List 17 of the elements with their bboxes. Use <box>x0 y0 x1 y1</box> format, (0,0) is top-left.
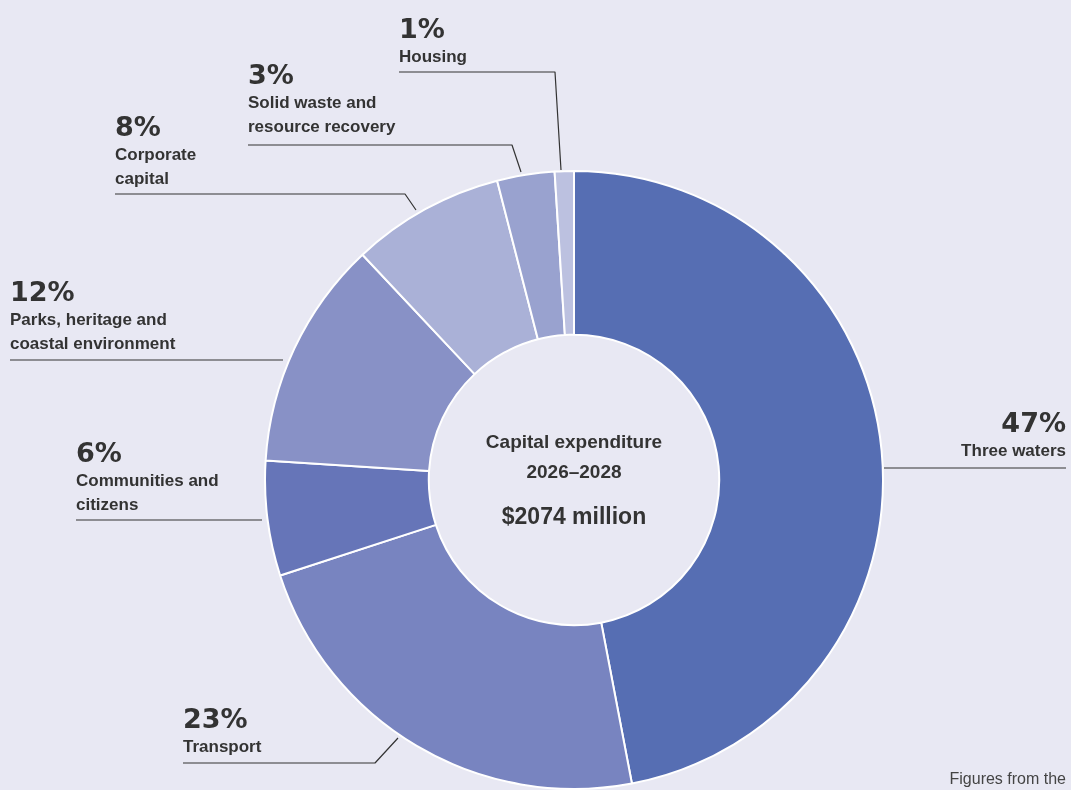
data-label: 47% <box>1001 407 1066 438</box>
text: $2074 million <box>501 503 647 529</box>
data-label: 8% <box>115 111 161 142</box>
data-label: 6% <box>76 437 122 468</box>
slice-label: Communities and citizens <box>76 471 219 514</box>
data-label: 3% <box>248 59 294 90</box>
slice-label: Three waters <box>961 441 1066 460</box>
text: Figures from the <box>949 770 1067 787</box>
slice-label: Parks, heritage and coastal environment <box>10 310 176 353</box>
slice-label: Solid waste and resource recovery <box>248 93 396 136</box>
slice-label: Transport <box>183 737 262 756</box>
slice-label: Corporate capital <box>115 145 197 188</box>
data-label: 12% <box>10 276 75 307</box>
slice-label: Housing <box>399 47 467 66</box>
data-label: 1% <box>399 13 445 44</box>
data-label: 23% <box>183 703 248 734</box>
text: Capital expenditure 2026–2028 <box>485 431 663 482</box>
